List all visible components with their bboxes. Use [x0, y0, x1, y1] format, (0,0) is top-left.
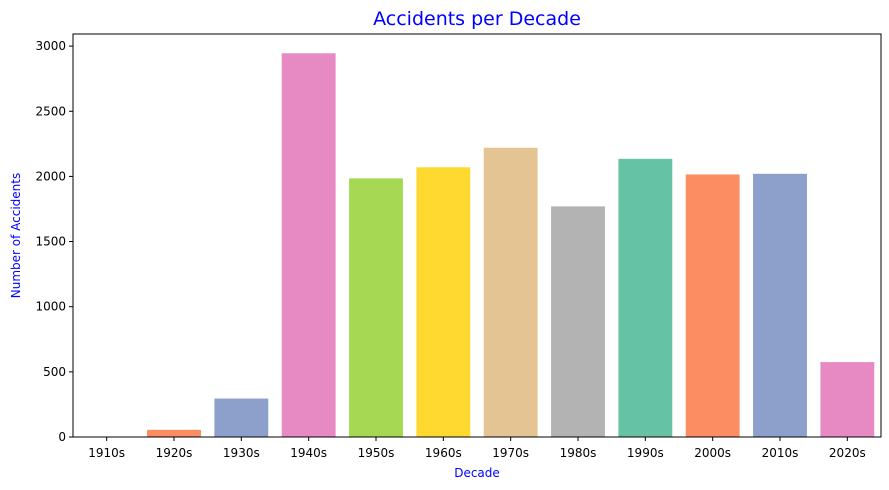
x-tick-label: 1980s: [560, 446, 597, 460]
x-tick-label: 1920s: [156, 446, 193, 460]
bar-1940s: [281, 53, 336, 438]
x-tick-label: 1950s: [358, 446, 395, 460]
bar-1920s: [147, 429, 201, 437]
x-axis: 1910s 1920s 1930s 1940s 1950s 1960s 1970s 1980s…: [88, 437, 866, 460]
y-tick-label: 2000: [35, 169, 66, 183]
y-tick-label: 1500: [35, 235, 66, 249]
plot-frame: [72, 33, 882, 438]
bars: [79, 53, 875, 438]
bar-2000s: [685, 174, 740, 438]
chart-title: Accidents per Decade: [373, 8, 581, 30]
bar-1960s: [416, 167, 471, 437]
x-tick-label: 1930s: [223, 446, 260, 460]
x-tick-label: 2020s: [829, 446, 866, 460]
x-tick-label: 1990s: [627, 446, 664, 460]
y-axis-label: Number of Accidents: [9, 173, 23, 299]
x-tick-label: 1940s: [290, 446, 327, 460]
bar-2010s: [753, 173, 807, 437]
bar-1990s: [618, 158, 673, 438]
bar-1980s: [551, 206, 605, 437]
x-tick-label: 2000s: [694, 446, 731, 460]
x-tick-label: 2010s: [762, 446, 799, 460]
bar-1970s: [483, 147, 538, 438]
y-tick-label: 0: [58, 430, 66, 444]
x-tick-label: 1970s: [492, 446, 529, 460]
bar-2020s: [820, 362, 875, 437]
x-tick-label: 1960s: [425, 446, 462, 460]
bar-1930s: [214, 398, 269, 437]
y-tick-label: 1000: [35, 300, 66, 314]
y-tick-label: 2500: [35, 104, 66, 118]
bar-1950s: [349, 178, 403, 438]
y-axis: 0 500 1000 1500 2000 2500 3000: [35, 39, 73, 444]
x-tick-label: 1910s: [88, 446, 125, 460]
x-axis-label: Decade: [454, 466, 500, 480]
y-tick-label: 500: [43, 365, 66, 379]
y-tick-label: 3000: [35, 39, 66, 53]
